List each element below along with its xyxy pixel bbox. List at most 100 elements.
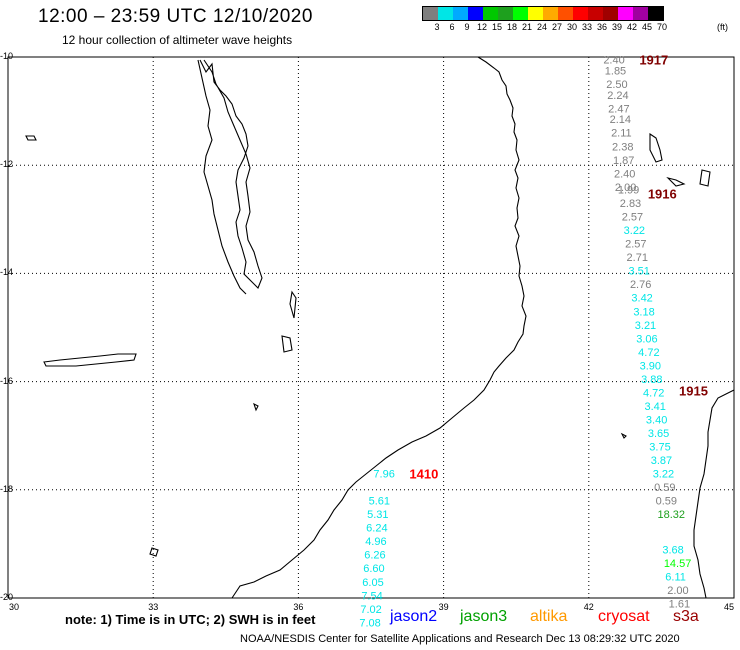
color-scale-swatch <box>513 7 528 20</box>
color-scale-swatch <box>543 7 558 20</box>
wave-height-reading: 2.40 <box>614 168 635 180</box>
wave-height-reading: 14.57 <box>664 558 692 570</box>
wave-height-reading: 4.96 <box>365 536 386 548</box>
wave-height-reading: 1.85 <box>605 66 626 78</box>
color-scale-swatch <box>618 7 633 20</box>
wave-height-reading: 3.65 <box>648 428 669 440</box>
small-island-2 <box>149 547 159 557</box>
color-scale-swatch <box>483 7 498 20</box>
latitude-label: -20 <box>0 592 14 602</box>
color-scale-swatch <box>573 7 588 20</box>
wave-height-color-scale <box>422 6 664 21</box>
wave-height-reading: 3.22 <box>624 225 645 237</box>
wave-height-reading: 3.75 <box>649 442 670 454</box>
madagascar-coast <box>693 389 735 599</box>
lake-chiuta <box>281 335 293 353</box>
small-island-3 <box>253 402 259 412</box>
longitude-label: 36 <box>293 602 304 612</box>
pass-time-label: 1915 <box>679 383 708 398</box>
wave-height-reading: 2.00 <box>615 182 636 194</box>
wave-height-reading: 3.40 <box>646 414 667 426</box>
comoros-mayotte <box>699 169 711 187</box>
wave-height-reading: 7.54 <box>361 590 382 602</box>
color-scale-swatch <box>633 7 648 20</box>
lake-kariba <box>43 353 137 367</box>
wave-height-reading: 2.71 <box>627 252 648 264</box>
comoros-grande-comore <box>649 132 663 163</box>
wave-height-reading: 3.51 <box>628 266 649 278</box>
color-scale-label: 18 <box>506 22 517 32</box>
wave-height-reading: 2.57 <box>625 239 646 251</box>
color-scale-label: 15 <box>491 22 502 32</box>
wave-height-reading: 7.96 <box>373 469 394 481</box>
map-title: 12:00 – 23:59 UTC 12/10/2020 <box>38 6 313 27</box>
wave-height-reading: 7.02 <box>360 604 381 616</box>
longitude-label: 33 <box>148 602 159 612</box>
color-scale-label: 6 <box>449 22 455 32</box>
color-scale-swatch <box>498 7 513 20</box>
small-island-1 <box>25 135 37 141</box>
wave-height-reading: 1.87 <box>613 155 634 167</box>
wave-height-reading: 1.61 <box>669 598 690 610</box>
color-scale-swatch <box>438 7 453 20</box>
wave-height-reading: 0.59 <box>656 496 677 508</box>
pass-time-label: 1917 <box>639 53 668 68</box>
satellite-legend-item: s3a <box>673 608 699 625</box>
color-scale-label: 21 <box>521 22 532 32</box>
color-scale-label: 24 <box>536 22 547 32</box>
small-island-4 <box>620 432 627 439</box>
map-gridlines <box>8 57 734 598</box>
color-scale-unit: (ft) <box>717 22 728 32</box>
wave-height-reading: 2.40 <box>603 55 624 67</box>
wave-height-reading: 2.00 <box>667 585 688 597</box>
color-scale-label: 36 <box>596 22 607 32</box>
credit-footer: NOAA/NESDIS Center for Satellite Applica… <box>240 633 680 645</box>
wave-height-reading: 3.68 <box>662 544 683 556</box>
wave-height-reading: 3.18 <box>633 306 654 318</box>
satellite-legend-item: jason3 <box>460 608 508 625</box>
map-subtitle: 12 hour collection of altimeter wave hei… <box>62 33 293 47</box>
color-scale-label: 12 <box>476 22 487 32</box>
latitude-label: -14 <box>0 267 14 278</box>
color-scale-swatch <box>528 7 543 20</box>
wave-height-reading: 18.32 <box>658 509 686 521</box>
wave-height-reading: 1.99 <box>618 185 639 197</box>
color-scale-swatch <box>603 7 618 20</box>
wave-height-reading: 4.72 <box>638 347 659 359</box>
satellite-legend-item: jason2 <box>390 608 438 625</box>
latitude-label: -18 <box>0 483 14 494</box>
wave-height-reading: 2.14 <box>610 114 631 126</box>
wave-height-reading: 2.24 <box>607 90 628 102</box>
wave-height-reading: 6.26 <box>364 550 385 562</box>
latitude-label: -10 <box>0 51 14 61</box>
longitude-label: 30 <box>9 602 20 612</box>
lake-malawi-shore <box>199 59 263 289</box>
units-note: note: 1) Time is in UTC; 2) SWH is in fe… <box>65 612 316 627</box>
color-scale-label: 30 <box>566 22 577 32</box>
lake-chilwa <box>289 290 297 319</box>
wave-height-reading: 4.72 <box>643 387 664 399</box>
wave-height-reading: 2.11 <box>611 128 632 140</box>
wave-height-reading: 7.08 <box>359 617 380 629</box>
wave-height-reading: 3.88 <box>641 374 662 386</box>
wave-height-reading: 2.38 <box>612 141 633 153</box>
comoros-moheli <box>666 176 686 187</box>
wave-height-reading: 6.60 <box>363 563 384 575</box>
wave-height-reading: 2.57 <box>622 212 643 224</box>
lake-malawi-west-shore <box>197 59 247 295</box>
latitude-label: -12 <box>0 159 14 170</box>
pass-time-label: 1410 <box>409 467 438 482</box>
color-scale-swatch <box>648 7 663 20</box>
wave-height-reading: 6.05 <box>362 577 383 589</box>
latitude-label: -16 <box>0 375 14 386</box>
wave-height-reading: 5.31 <box>367 509 388 521</box>
satellite-legend-item: cryosat <box>598 608 650 625</box>
wave-height-reading: 3.42 <box>631 293 652 305</box>
wave-height-reading: 2.50 <box>606 79 627 91</box>
color-scale-swatch <box>453 7 468 20</box>
color-scale-label: 33 <box>581 22 592 32</box>
satellite-legend-item: altika <box>530 608 568 625</box>
wave-height-reading: 3.90 <box>640 360 661 372</box>
wave-height-reading: 3.41 <box>644 401 665 413</box>
